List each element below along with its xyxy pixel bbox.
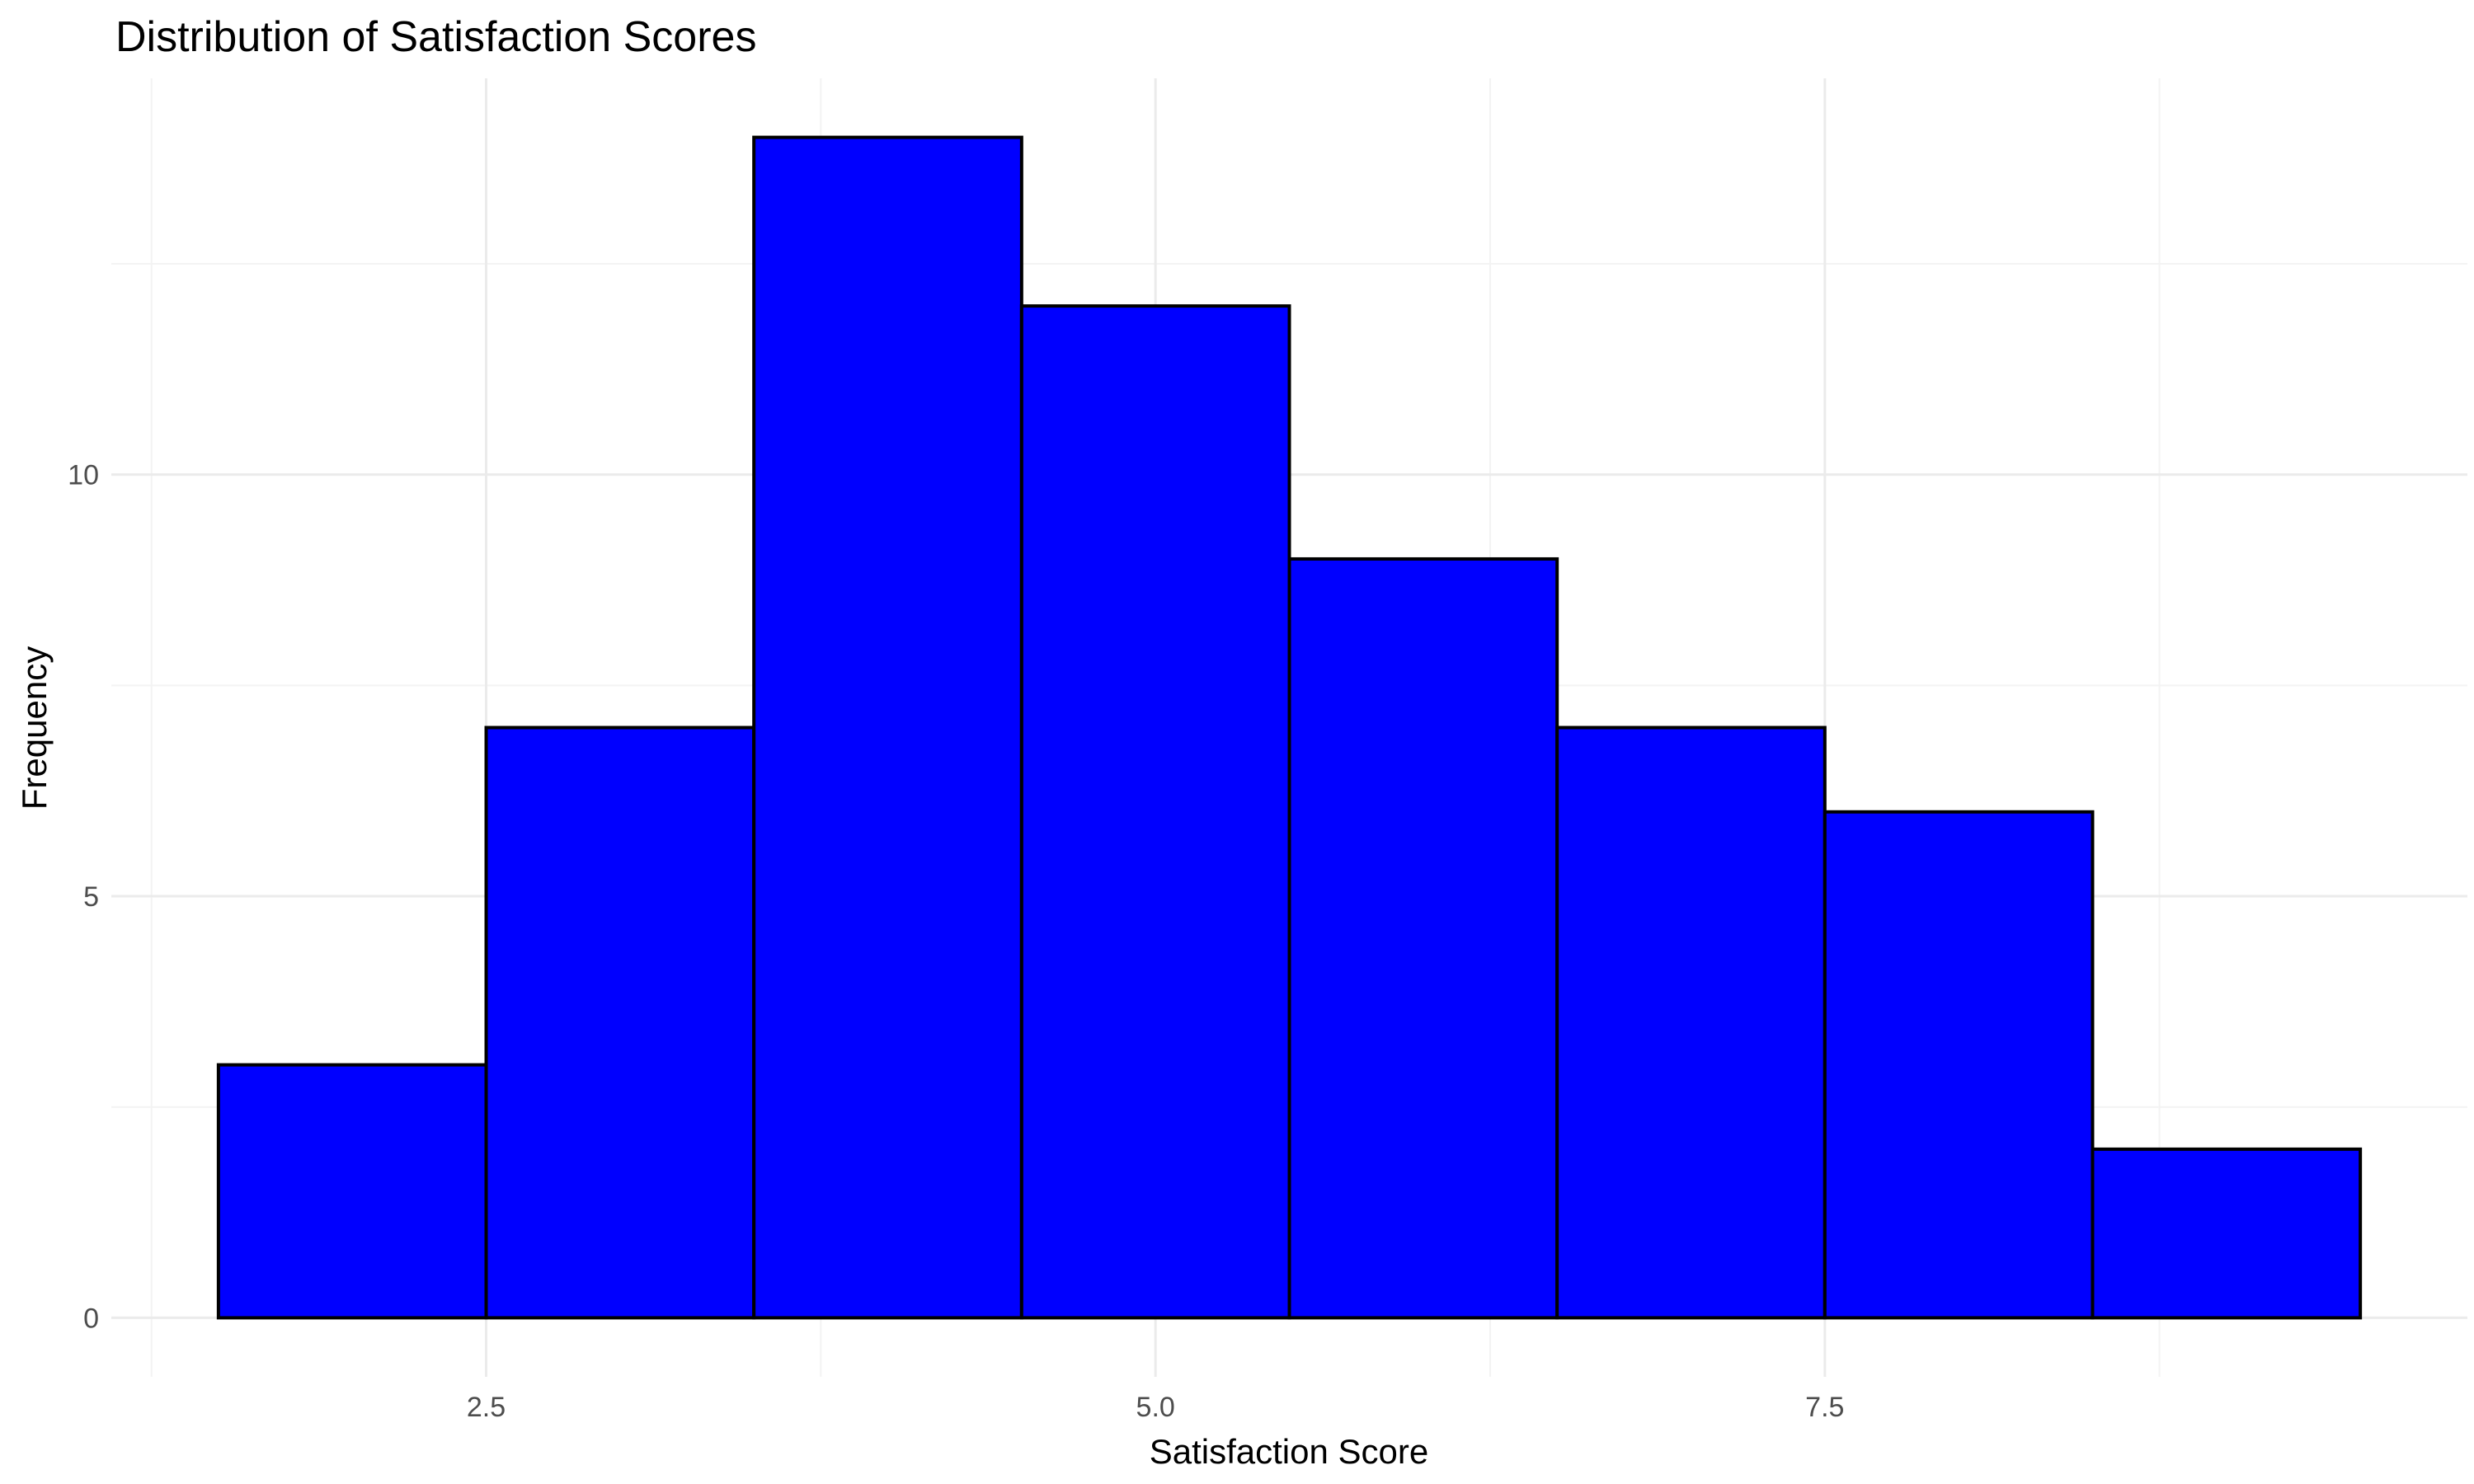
x-axis-ticks: 2.5 5.0 7.5	[467, 1392, 1845, 1423]
x-axis-title: Satisfaction Score	[1150, 1432, 1429, 1471]
histogram-bar	[1287, 556, 1559, 1320]
y-tick-label: 10	[68, 460, 99, 491]
y-tick-label: 5	[83, 881, 99, 913]
histogram-bar	[1019, 304, 1291, 1320]
histogram-bar	[216, 1063, 488, 1320]
histogram-bar	[1823, 810, 2095, 1320]
y-axis-title: Frequency	[15, 646, 54, 810]
histogram-bar	[484, 726, 756, 1320]
chart-title: Distribution of Satisfaction Scores	[115, 13, 756, 61]
histogram-bar	[752, 135, 1023, 1320]
y-tick-label: 0	[83, 1303, 99, 1334]
histogram-bars	[216, 135, 2363, 1320]
x-tick-label: 2.5	[467, 1392, 506, 1423]
y-axis-ticks: 0 5 10	[68, 460, 99, 1335]
x-tick-label: 7.5	[1805, 1392, 1844, 1423]
histogram-bar	[2091, 1147, 2363, 1320]
x-tick-label: 5.0	[1136, 1392, 1175, 1423]
histogram-bar	[1555, 726, 1827, 1320]
